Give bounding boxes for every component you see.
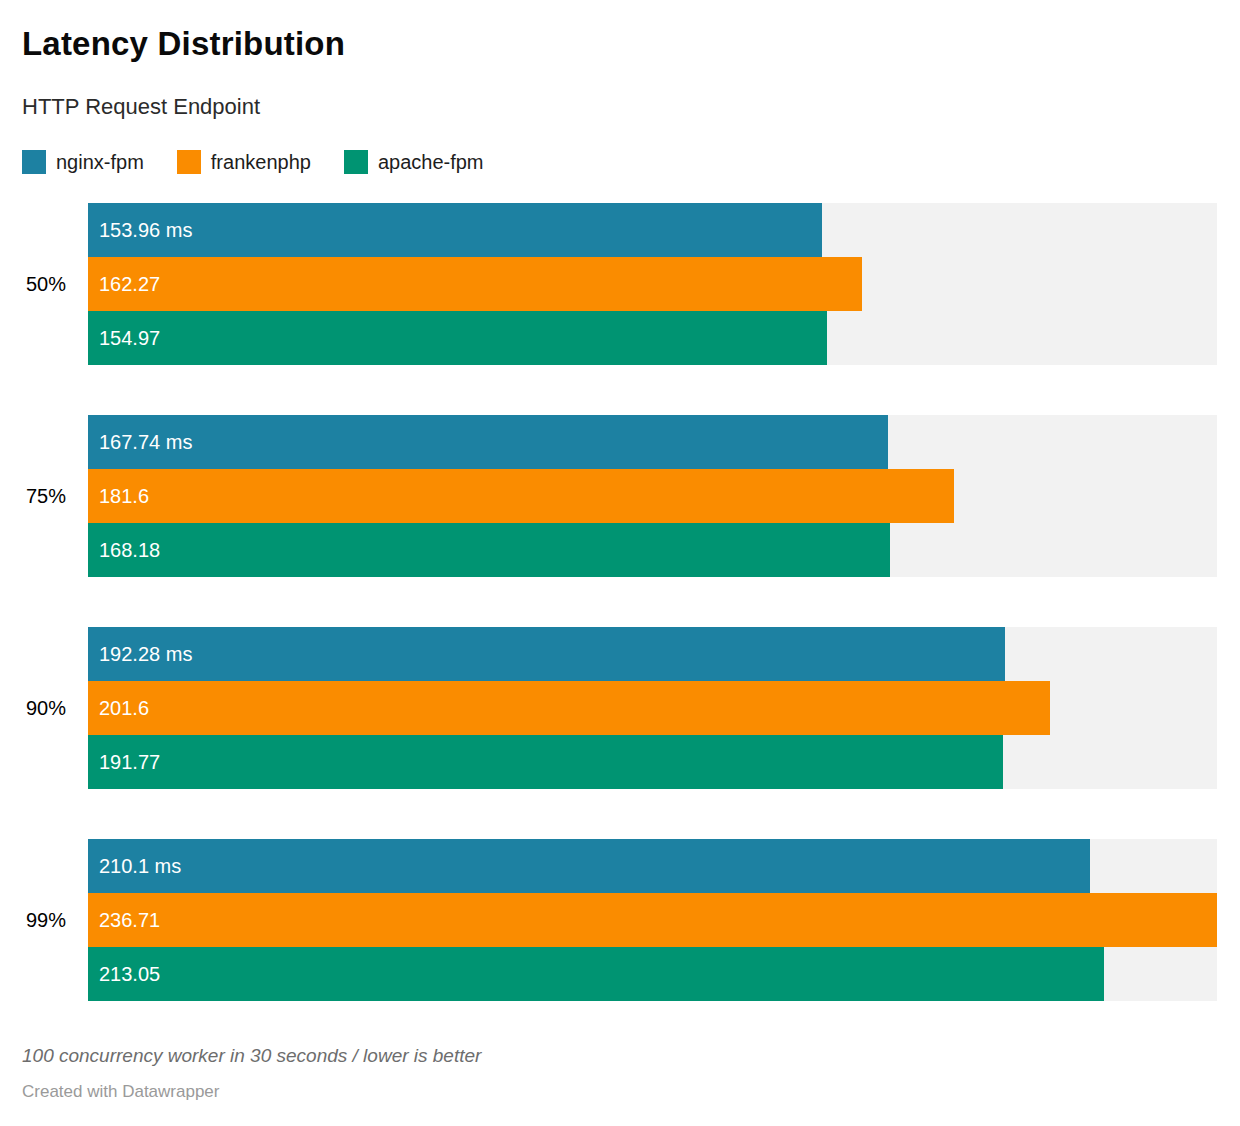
bar-group-90%: 90% 192.28 ms 201.6 191.77 xyxy=(22,627,1217,789)
legend-item-apache-fpm: apache-fpm xyxy=(344,150,484,174)
bar-track: 181.6 xyxy=(88,469,1217,523)
category-label: 50% xyxy=(22,273,88,296)
bar-value-label: 154.97 xyxy=(99,327,160,350)
chart-page: Latency Distribution HTTP Request Endpoi… xyxy=(0,0,1240,1126)
bar-value-label: 210.1 ms xyxy=(99,855,181,878)
bar-value-label: 181.6 xyxy=(99,485,149,508)
bar-chart: 50% 153.96 ms 162.27 154.97 75% 167.74 ms 181.… xyxy=(22,203,1217,1001)
category-label: 90% xyxy=(22,697,88,720)
bar-nginx-fpm-99%: 210.1 ms xyxy=(88,839,1090,893)
bar-tracks: 192.28 ms 201.6 191.77 xyxy=(88,627,1217,789)
bar-tracks: 210.1 ms 236.71 213.05 xyxy=(88,839,1217,1001)
bar-nginx-fpm-75%: 167.74 ms xyxy=(88,415,888,469)
chart-subtitle: HTTP Request Endpoint xyxy=(22,93,1217,121)
bar-value-label: 168.18 xyxy=(99,539,160,562)
chart-notes: 100 concurrency worker in 30 seconds / l… xyxy=(22,1043,1217,1069)
legend-item-frankenphp: frankenphp xyxy=(177,150,311,174)
bar-track: 192.28 ms xyxy=(88,627,1217,681)
bar-value-label: 153.96 ms xyxy=(99,219,192,242)
bar-apache-fpm-50%: 154.97 xyxy=(88,311,827,365)
bar-value-label: 201.6 xyxy=(99,697,149,720)
bar-track: 213.05 xyxy=(88,947,1217,1001)
legend-label: apache-fpm xyxy=(378,151,484,174)
bar-frankenphp-90%: 201.6 xyxy=(88,681,1050,735)
bar-value-label: 213.05 xyxy=(99,963,160,986)
bar-group-99%: 99% 210.1 ms 236.71 213.05 xyxy=(22,839,1217,1001)
bar-group-75%: 75% 167.74 ms 181.6 168.18 xyxy=(22,415,1217,577)
bar-track: 162.27 xyxy=(88,257,1217,311)
legend-swatch-nginx-fpm xyxy=(22,150,46,174)
bar-frankenphp-75%: 181.6 xyxy=(88,469,954,523)
bar-nginx-fpm-50%: 153.96 ms xyxy=(88,203,822,257)
bar-track: 154.97 xyxy=(88,311,1217,365)
category-label: 75% xyxy=(22,485,88,508)
bar-track: 168.18 xyxy=(88,523,1217,577)
legend-label: nginx-fpm xyxy=(56,151,144,174)
legend-item-nginx-fpm: nginx-fpm xyxy=(22,150,144,174)
bar-apache-fpm-99%: 213.05 xyxy=(88,947,1104,1001)
legend-swatch-apache-fpm xyxy=(344,150,368,174)
bar-value-label: 191.77 xyxy=(99,751,160,774)
bar-track: 167.74 ms xyxy=(88,415,1217,469)
category-label: 99% xyxy=(22,909,88,932)
bar-value-label: 162.27 xyxy=(99,273,160,296)
bar-value-label: 192.28 ms xyxy=(99,643,192,666)
legend-swatch-frankenphp xyxy=(177,150,201,174)
legend-label: frankenphp xyxy=(211,151,311,174)
bar-track: 210.1 ms xyxy=(88,839,1217,893)
bar-apache-fpm-90%: 191.77 xyxy=(88,735,1003,789)
bar-frankenphp-99%: 236.71 xyxy=(88,893,1217,947)
bar-value-label: 167.74 ms xyxy=(99,431,192,454)
chart-title: Latency Distribution xyxy=(22,0,1217,64)
bar-track: 153.96 ms xyxy=(88,203,1217,257)
bar-track: 201.6 xyxy=(88,681,1217,735)
bar-track: 191.77 xyxy=(88,735,1217,789)
attribution-text: Created with Datawrapper xyxy=(22,1080,1217,1104)
legend: nginx-fpm frankenphp apache-fpm xyxy=(22,150,1217,174)
bar-group-50%: 50% 153.96 ms 162.27 154.97 xyxy=(22,203,1217,365)
bar-value-label: 236.71 xyxy=(99,909,160,932)
bar-track: 236.71 xyxy=(88,893,1217,947)
bar-frankenphp-50%: 162.27 xyxy=(88,257,862,311)
bar-nginx-fpm-90%: 192.28 ms xyxy=(88,627,1005,681)
bar-tracks: 167.74 ms 181.6 168.18 xyxy=(88,415,1217,577)
bar-apache-fpm-75%: 168.18 xyxy=(88,523,890,577)
bar-tracks: 153.96 ms 162.27 154.97 xyxy=(88,203,1217,365)
